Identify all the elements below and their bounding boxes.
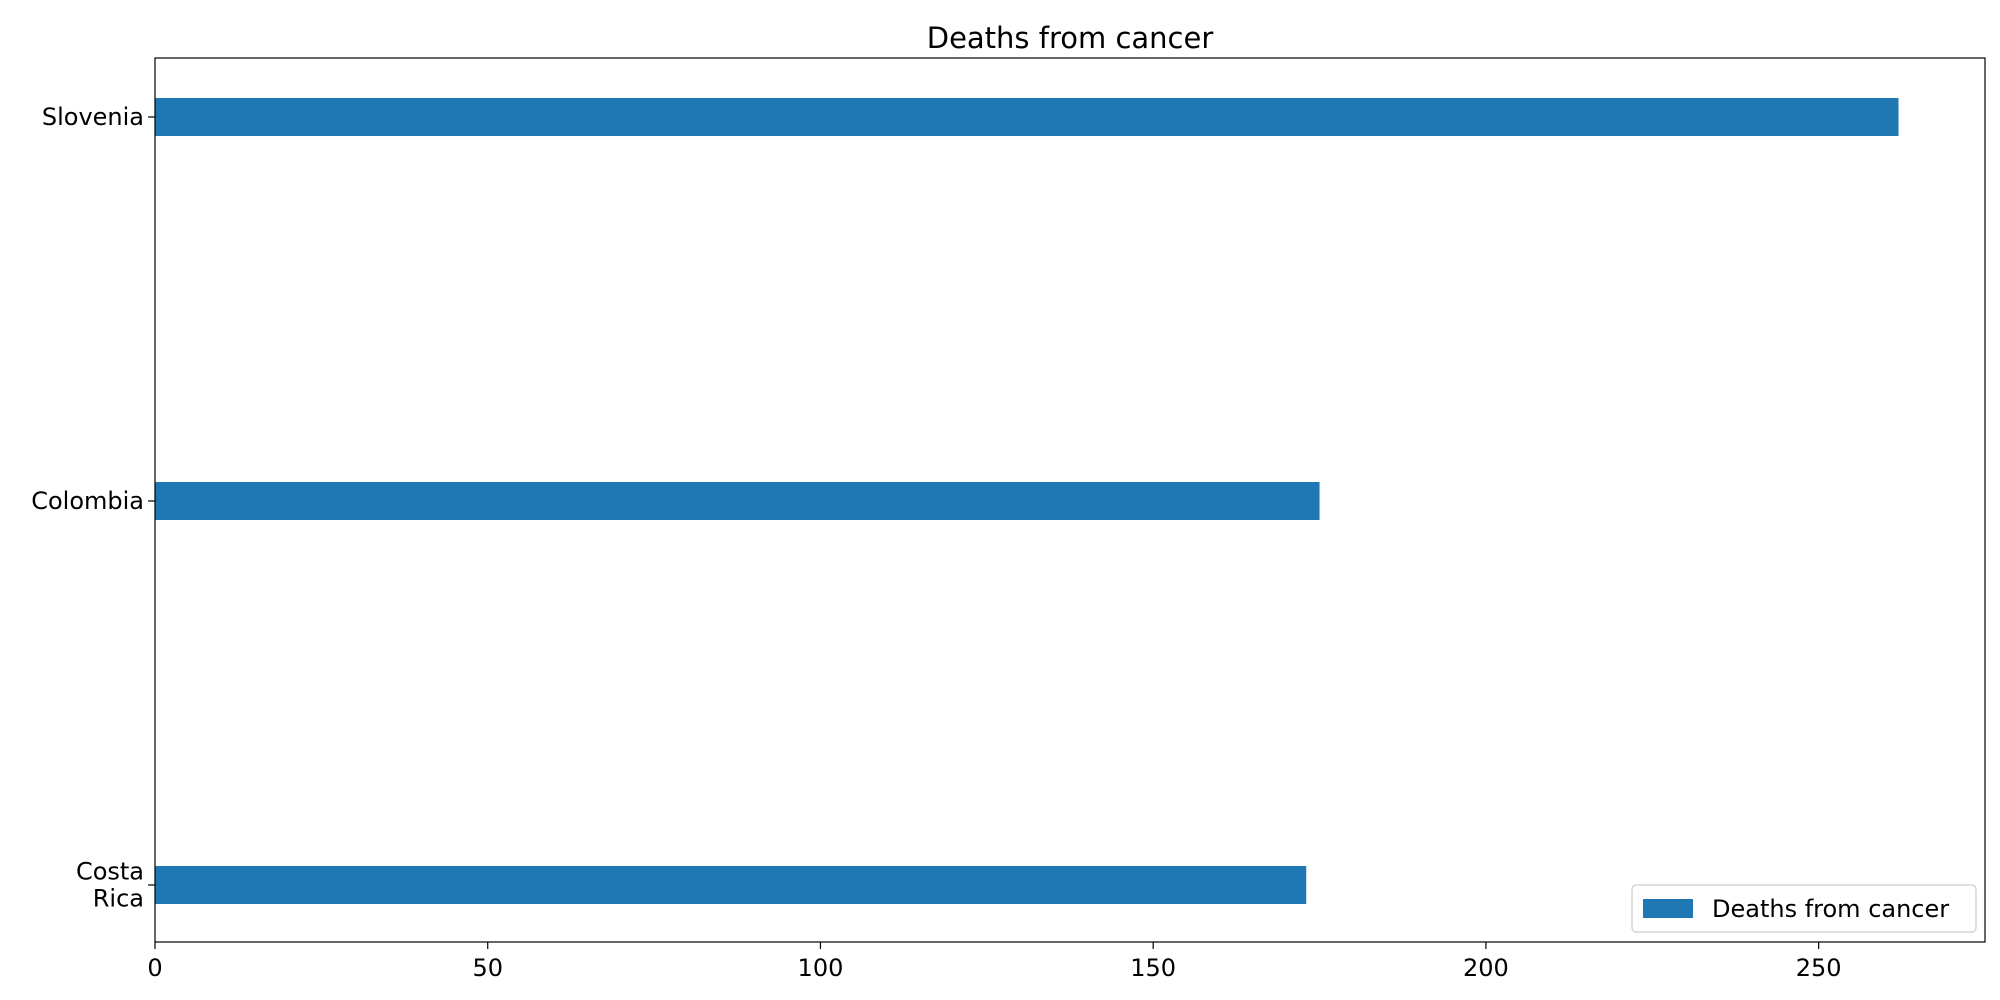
x-tick-label: 250 [1796, 954, 1842, 982]
x-tick-label: 50 [472, 954, 503, 982]
bar-slovenia [155, 98, 1899, 136]
legend-swatch [1643, 899, 1693, 918]
x-tick-label: 0 [147, 954, 162, 982]
legend-box [1631, 884, 1977, 933]
bar-colombia [155, 482, 1320, 520]
y-axis: Costa Rica Colombia Slovenia [31, 103, 155, 913]
y-tick-label: Costa Rica [76, 858, 144, 913]
chart-title: Deaths from cancer [927, 21, 1214, 55]
legend: Deaths from cancer [1631, 884, 1977, 933]
bars-layer [155, 98, 1899, 904]
plot-frame [154, 57, 1986, 943]
x-tick-label: 200 [1463, 954, 1509, 982]
x-tick-label: 100 [798, 954, 844, 982]
legend-label: Deaths from cancer [1712, 895, 1949, 923]
bar-costa-rica [155, 866, 1307, 904]
x-axis: 0 50 100 150 200 250 [147, 942, 1842, 982]
x-tick-label: 150 [1130, 954, 1176, 982]
y-tick-label: Colombia [31, 487, 144, 515]
y-tick-label: Slovenia [42, 103, 144, 131]
